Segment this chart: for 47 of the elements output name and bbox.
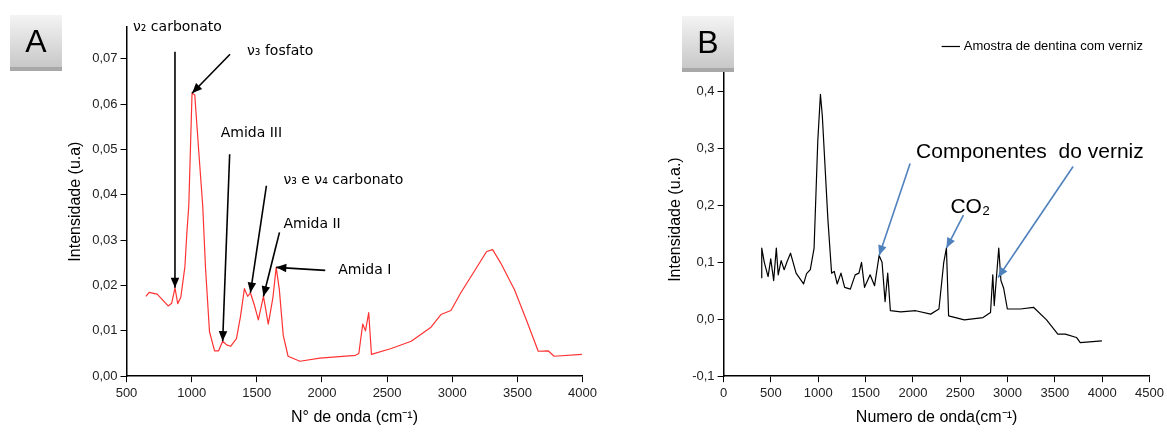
x-tick-label: 2000 <box>307 384 337 400</box>
x-tick-label: 2500 <box>372 384 402 400</box>
y-tick-label: 0,1 <box>696 253 715 269</box>
annotation: ν₃ e ν₄ carbonato <box>283 171 404 188</box>
x-tick-label: 1500 <box>242 384 272 400</box>
legend-label: Amostra de dentina com verniz <box>963 38 1144 54</box>
x-tick-label: 2500 <box>945 384 975 400</box>
x-tick-label: 4000 <box>1087 384 1117 400</box>
annotation: CO₂ <box>950 193 991 217</box>
chart-title: A <box>10 15 62 71</box>
y-tick-label: 0,03 <box>92 231 118 247</box>
x-tick-label: 1000 <box>177 384 207 400</box>
annotation: Amida I <box>338 261 392 277</box>
x-axis-title: Numero de onda(cm⁻¹) <box>855 407 1018 425</box>
y-tick-label: 0,2 <box>696 196 715 212</box>
annotation: Amida III <box>220 123 283 140</box>
x-tick-label: 3000 <box>437 384 467 400</box>
y-axis-title: Intensidade (u.a.) <box>666 157 684 282</box>
y-tick-label: 0,4 <box>696 83 715 99</box>
x-tick-label: 1500 <box>851 384 881 400</box>
y-tick-label: 0,07 <box>92 50 118 66</box>
y-tick-label: 0,04 <box>92 186 118 202</box>
x-tick-label: 500 <box>115 384 138 400</box>
x-tick-label: 2000 <box>898 384 928 400</box>
x-tick-label: 4000 <box>568 384 597 400</box>
y-tick-label: 0,3 <box>696 140 715 155</box>
y-tick-label: 0,02 <box>92 277 118 293</box>
annotation: Amida II <box>283 215 341 232</box>
y-tick-label: 0,01 <box>92 322 118 338</box>
x-tick-label: 3500 <box>1040 384 1070 400</box>
annotation: ν₃ fosfato <box>247 41 314 58</box>
annotation: ν₂ carbonato <box>132 18 222 35</box>
x-tick-label: 3500 <box>502 384 532 400</box>
y-tick-label: 0,05 <box>92 141 118 157</box>
x-tick-label: 0 <box>719 384 728 400</box>
x-tick-label: 1000 <box>803 384 833 400</box>
y-tick-label: -0,1 <box>692 367 715 383</box>
y-tick-label: 0,00 <box>92 367 118 383</box>
x-tick-label: 500 <box>760 384 782 400</box>
y-tick-label: 0,0 <box>696 310 715 326</box>
y-tick-label: 0,06 <box>92 95 118 111</box>
annotation: Componentes do verniz <box>916 139 1144 163</box>
x-axis-title: N° de onda (cm⁻¹) <box>291 407 419 425</box>
x-tick-label: 4500 <box>1135 384 1164 400</box>
y-axis-title: Intensidade (u.a) <box>66 141 84 262</box>
chart-title: B <box>682 16 734 72</box>
x-tick-label: 3000 <box>993 384 1023 400</box>
